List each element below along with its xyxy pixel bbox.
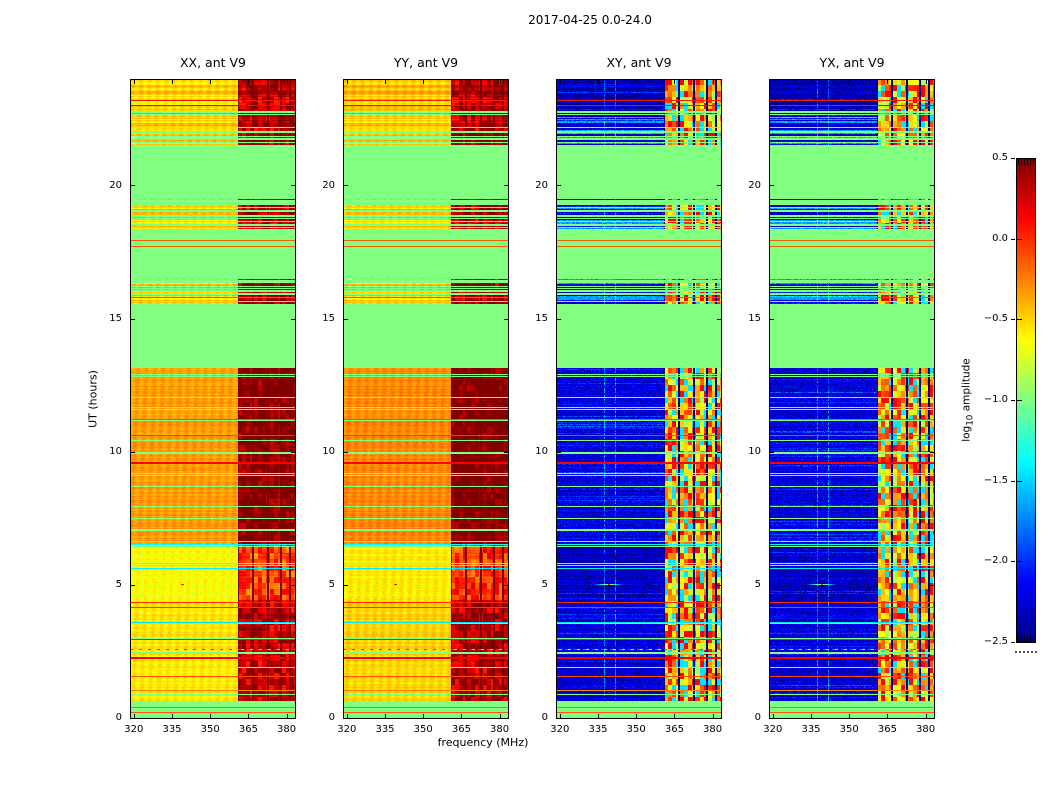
y-tick-label: 15 bbox=[748, 312, 761, 324]
colorbar-tick-mark bbox=[1011, 561, 1015, 562]
colorbar-tick-label: 0.0 bbox=[992, 232, 1008, 244]
panel-title-XX: XX, ant V9 bbox=[179, 55, 247, 70]
y-tick-label: 0 bbox=[754, 712, 761, 723]
colorbar-tick-label: 0.5 bbox=[992, 152, 1008, 163]
colorbar-tick-label: −2.5 bbox=[983, 636, 1008, 647]
colorbar-label-sub: 10 bbox=[965, 414, 976, 426]
x-tick-label: 365 bbox=[664, 724, 684, 735]
heatmap-XX bbox=[130, 79, 296, 719]
heatmap-YX bbox=[769, 79, 935, 719]
colorbar-tick-mark bbox=[1011, 400, 1015, 401]
x-tick-label: 380 bbox=[490, 724, 510, 735]
x-tick-label: 380 bbox=[277, 724, 297, 735]
colorbar-tick-mark bbox=[1011, 239, 1015, 240]
y-tick-label: 5 bbox=[328, 578, 335, 590]
y-axis-label: UT (hours) bbox=[86, 370, 100, 428]
y-tick-label: 5 bbox=[754, 578, 761, 590]
y-tick-label: 10 bbox=[109, 445, 122, 457]
y-tick-label: 10 bbox=[535, 445, 548, 457]
x-tick-label: 365 bbox=[877, 724, 897, 735]
x-axis-label: frequency (MHz) bbox=[437, 736, 529, 749]
panel-title-XY: XY, ant V9 bbox=[606, 55, 672, 70]
x-tick-label: 380 bbox=[703, 724, 723, 735]
y-tick-label: 15 bbox=[109, 312, 122, 324]
x-tick-label: 335 bbox=[162, 724, 182, 735]
x-tick-label: 350 bbox=[200, 724, 220, 735]
x-tick-label: 335 bbox=[375, 724, 395, 735]
x-tick-label: 350 bbox=[626, 724, 646, 735]
colorbar-label-log: log bbox=[960, 425, 973, 442]
x-tick-label: 350 bbox=[839, 724, 859, 735]
y-tick-label: 0 bbox=[328, 712, 335, 723]
panel-title-YY: YY, ant V9 bbox=[393, 55, 459, 70]
figure-title: 2017-04-25 0.0-24.0 bbox=[528, 13, 652, 27]
colorbar-tick-mark bbox=[1011, 158, 1015, 159]
y-tick-label: 5 bbox=[115, 578, 122, 590]
x-tick-label: 335 bbox=[588, 724, 608, 735]
y-tick-label: 20 bbox=[109, 179, 122, 191]
x-tick-label: 380 bbox=[916, 724, 936, 735]
y-tick-label: 10 bbox=[322, 445, 335, 457]
heatmap-XY bbox=[556, 79, 722, 719]
colorbar-tick-mark bbox=[1011, 642, 1015, 643]
y-tick-label: 15 bbox=[535, 312, 548, 324]
x-tick-label: 320 bbox=[550, 724, 570, 735]
colorbar-tick-label: −2.0 bbox=[983, 555, 1008, 567]
x-tick-label: 320 bbox=[337, 724, 357, 735]
colorbar-tick-mark bbox=[1011, 319, 1015, 320]
y-tick-label: 10 bbox=[748, 445, 761, 457]
heatmap-YY bbox=[343, 79, 509, 719]
y-tick-label: 20 bbox=[322, 179, 335, 191]
x-tick-label: 365 bbox=[451, 724, 471, 735]
colorbar-underflow-dots bbox=[1015, 651, 1037, 653]
x-tick-label: 365 bbox=[238, 724, 258, 735]
panel-title-YX: YX, ant V9 bbox=[819, 55, 885, 70]
x-tick-label: 320 bbox=[763, 724, 783, 735]
colorbar-tick-label: −0.5 bbox=[983, 313, 1008, 325]
y-tick-label: 0 bbox=[541, 712, 548, 723]
y-tick-label: 15 bbox=[322, 312, 335, 324]
colorbar-tick-mark bbox=[1011, 481, 1015, 482]
x-tick-label: 320 bbox=[124, 724, 144, 735]
x-tick-label: 335 bbox=[801, 724, 821, 735]
colorbar-tick-label: −1.5 bbox=[983, 474, 1008, 486]
y-tick-label: 5 bbox=[541, 578, 548, 590]
colorbar-gradient bbox=[1016, 158, 1036, 643]
x-tick-label: 350 bbox=[413, 724, 433, 735]
colorbar-tick-label: −1.0 bbox=[983, 394, 1008, 405]
y-tick-label: 0 bbox=[115, 712, 122, 723]
y-tick-label: 20 bbox=[748, 179, 761, 191]
colorbar-label-rest: amplitude bbox=[960, 358, 973, 415]
y-tick-label: 20 bbox=[535, 179, 548, 191]
